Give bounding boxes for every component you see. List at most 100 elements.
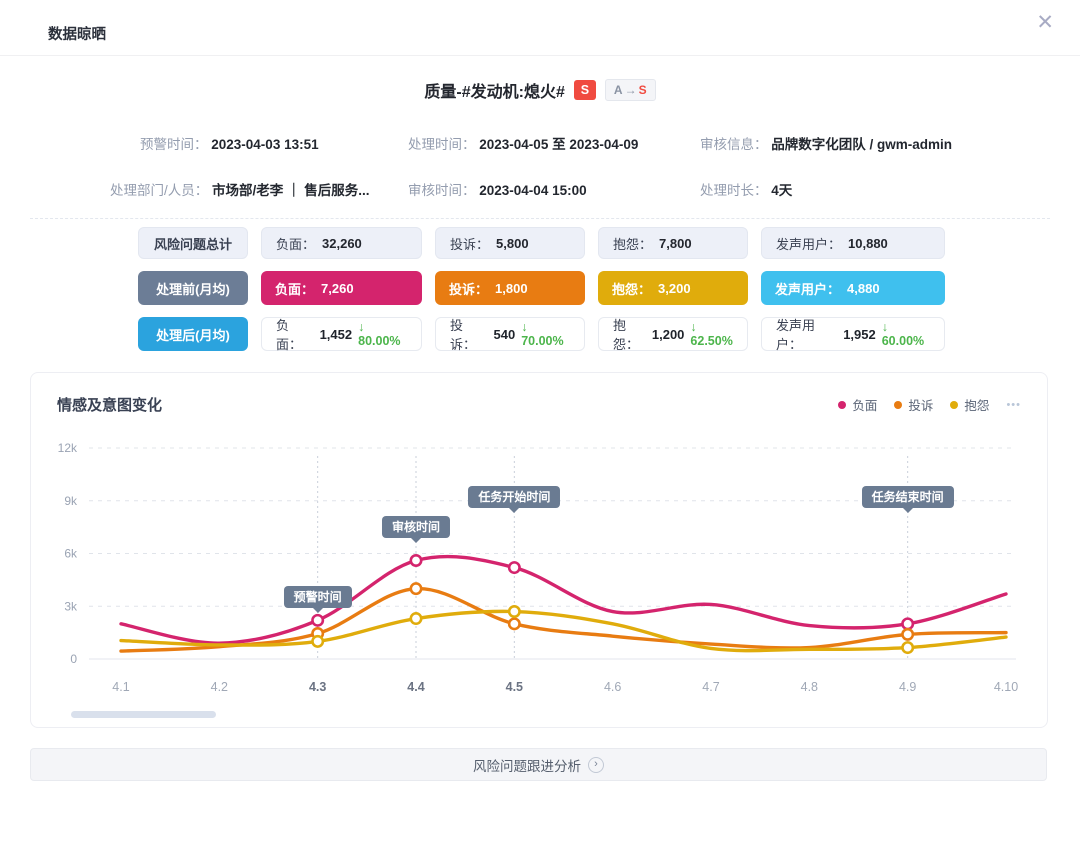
chart-annotation: 任务开始时间 — [468, 486, 561, 509]
svg-text:4.8: 4.8 — [801, 680, 818, 694]
stat-label: 抱怨： — [612, 281, 652, 297]
stat-value: 5,800 — [496, 235, 529, 251]
stat-value: 4,880 — [847, 280, 880, 296]
chevron-right-icon: › — [588, 756, 604, 773]
info-warning-time: 预警时间： 2023-04-03 13:51 — [110, 133, 408, 153]
info-handle-time: 处理时间： 2023-04-05 至 2023-04-09 — [408, 133, 700, 153]
svg-text:3k: 3k — [64, 599, 78, 613]
stat-delta: ↓ 70.00% — [521, 320, 564, 348]
stat-value: 1,800 — [495, 280, 528, 296]
info-value: 2023-04-04 15:00 — [479, 183, 587, 198]
severity-badge: S — [573, 80, 596, 100]
info-label: 处理时长： — [700, 183, 768, 198]
stat-cell-grumble-before: 抱怨： 3,200 — [598, 271, 748, 305]
stat-label: 投诉： — [450, 318, 477, 352]
stat-delta: ↓ 62.50% — [690, 320, 733, 348]
legend-item-投诉[interactable]: 投诉 — [894, 395, 933, 414]
info-audit-time: 审核时间： 2023-04-04 15:00 — [408, 179, 700, 199]
legend-item-负面[interactable]: 负面 — [838, 395, 877, 414]
stat-label: 投诉： — [449, 281, 489, 297]
chart-annotation: 任务结束时间 — [861, 486, 954, 509]
stat-label: 投诉： — [450, 236, 490, 252]
legend-dot-icon — [950, 400, 959, 409]
svg-text:4.1: 4.1 — [112, 680, 129, 694]
svg-text:4.3: 4.3 — [309, 680, 326, 694]
legend-label: 投诉 — [908, 399, 934, 413]
transition-to: S — [638, 83, 647, 97]
info-label: 处理时间： — [408, 137, 476, 152]
info-department: 处理部门/人员： 市场部/老李 ｜ 售后服务... — [110, 179, 408, 199]
stat-value: 7,800 — [659, 235, 692, 251]
info-duration: 处理时长： 4天 — [700, 179, 990, 199]
arrow-right-icon: → — [624, 83, 637, 97]
svg-text:4.10: 4.10 — [994, 680, 1018, 694]
svg-text:6k: 6k — [64, 547, 78, 561]
info-label: 审核信息： — [700, 137, 768, 152]
info-value: 4天 — [771, 183, 793, 198]
sentiment-trend-card: 0 3k 6k 9k 12k 4.1 4.2 4.3 4.4 4.5 4.6 4.7 4.8 4.9 4.1… — [30, 372, 1048, 728]
trend-line-chart[interactable]: 0 3k 6k 9k 12k 4.1 4.2 4.3 4.4 4.5 4.6 4.7 4.8 4.9 4.1… — [31, 373, 1047, 727]
stat-value: 1,200 — [651, 326, 685, 342]
stats-row-total-label: 风险问题总计 — [138, 227, 248, 259]
svg-text:4.5: 4.5 — [506, 680, 523, 694]
stat-label: 负面： — [276, 236, 316, 252]
svg-text:12k: 12k — [58, 441, 78, 455]
info-value: 2023-04-05 至 2023-04-09 — [479, 137, 639, 152]
svg-text:4.4: 4.4 — [407, 680, 424, 694]
stats-row-before-label: 处理前(月均) — [138, 271, 248, 305]
stat-label: 发声用户： — [776, 236, 842, 252]
header-divider — [0, 55, 1080, 56]
svg-text:9k: 9k — [64, 494, 78, 508]
info-row-2: 处理部门/人员： 市场部/老李 ｜ 售后服务... 审核时间： 2023-04-… — [110, 179, 990, 199]
stat-value: 540 — [493, 326, 516, 342]
issue-title-row: 质量-#发动机:熄火# S A → S — [0, 78, 1080, 102]
info-value: 市场部/老李 ｜ 售后服务... — [212, 183, 370, 198]
svg-text:4.6: 4.6 — [604, 680, 621, 694]
stat-value: 3,200 — [658, 280, 691, 296]
chart-legend: 负面 投诉 抱怨 ••• — [838, 395, 1021, 414]
risk-followup-button[interactable]: 风险问题跟进分析 › — [30, 748, 1047, 781]
stat-cell-complaint-total: 投诉： 5,800 — [435, 227, 585, 259]
svg-text:4.2: 4.2 — [211, 680, 228, 694]
stat-cell-grumble-after: 抱怨： 1,200 ↓ 62.50% — [598, 317, 748, 352]
info-label: 审核时间： — [408, 183, 476, 198]
info-audit-info: 审核信息： 品牌数字化团队 / gwm-admin — [700, 133, 990, 153]
stat-cell-voice-total: 发声用户： 10,880 — [761, 227, 945, 259]
stat-cell-grumble-total: 抱怨： 7,800 — [598, 227, 748, 259]
stat-label: 负面： — [275, 281, 315, 297]
stat-value: 1,452 — [319, 326, 353, 342]
stat-cell-negative-total: 负面： 32,260 — [261, 227, 422, 259]
info-label: 处理部门/人员： — [110, 183, 209, 198]
stat-label: 发声用户： — [775, 281, 841, 297]
info-row-1: 预警时间： 2023-04-03 13:51 处理时间： 2023-04-05 … — [110, 133, 990, 153]
stat-cell-voice-before: 发声用户： 4,880 — [761, 271, 945, 305]
chart-title: 情感及意图变化 — [57, 397, 163, 414]
stat-label: 抱怨： — [613, 318, 640, 352]
svg-text:4.9: 4.9 — [899, 680, 916, 694]
legend-label: 抱怨 — [964, 399, 990, 413]
stat-value: 10,880 — [848, 235, 888, 251]
stat-value: 32,260 — [322, 235, 362, 251]
legend-label: 负面 — [852, 399, 878, 413]
svg-text:0: 0 — [70, 652, 77, 666]
stat-cell-voice-after: 发声用户： 1,952 ↓ 60.00% — [761, 317, 945, 352]
stat-cell-negative-after: 负面： 1,452 ↓ 80.00% — [261, 317, 422, 352]
stats-row-after-label: 处理后(月均) — [138, 317, 248, 351]
legend-dot-icon — [894, 400, 903, 409]
close-icon[interactable]: ✕ — [1036, 11, 1054, 34]
transition-from: A — [613, 83, 623, 97]
level-transition-badge: A → S — [604, 79, 656, 101]
svg-text:4.7: 4.7 — [702, 680, 719, 694]
stat-label: 负面： — [276, 318, 303, 352]
info-label: 预警时间： — [140, 137, 208, 152]
stat-label: 发声用户： — [776, 318, 816, 352]
legend-more-icon[interactable]: ••• — [1006, 398, 1021, 411]
stat-label: 抱怨： — [613, 236, 653, 252]
chart-annotation: 预警时间 — [283, 586, 352, 609]
info-value: 品牌数字化团队 / gwm-admin — [771, 137, 953, 152]
legend-item-抱怨[interactable]: 抱怨 — [950, 395, 989, 414]
legend-dot-icon — [838, 400, 847, 409]
stat-cell-negative-before: 负面： 7,260 — [261, 271, 422, 305]
chart-scrollbar-thumb[interactable] — [71, 711, 216, 718]
